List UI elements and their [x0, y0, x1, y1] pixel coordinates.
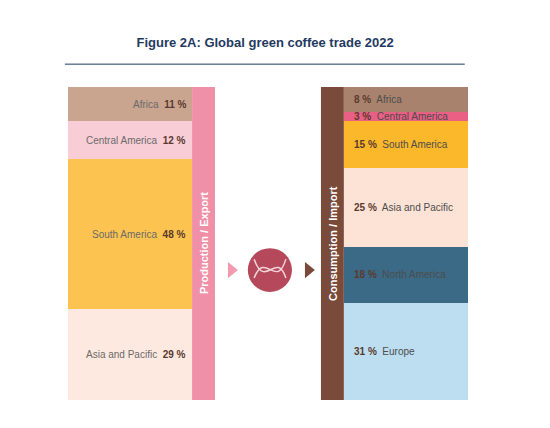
svg-text:Asia and Pacific 29 %: Asia and Pacific 29 % — [86, 349, 186, 360]
svg-text:South America 48 %: South America 48 % — [92, 229, 186, 240]
svg-text:Figure 2A: Global green coffee: Figure 2A: Global green coffee trade 202… — [136, 35, 393, 50]
svg-text:Production / Export: Production / Export — [198, 192, 210, 294]
svg-text:Central America 12 %: Central America 12 % — [86, 135, 186, 146]
svg-text:15 % South America: 15 % South America — [354, 139, 448, 150]
svg-text:31 % Europe: 31 % Europe — [354, 346, 415, 357]
svg-text:25 % Asia and Pacific: 25 % Asia and Pacific — [354, 202, 453, 213]
svg-text:18 % North America: 18 % North America — [354, 269, 446, 280]
svg-text:8 % Africa: 8 % Africa — [354, 94, 402, 105]
svg-text:3 % Central America: 3 % Central America — [354, 111, 448, 122]
svg-text:Africa 11 %: Africa 11 % — [133, 99, 186, 110]
svg-text:Consumption / Import: Consumption / Import — [327, 186, 339, 301]
